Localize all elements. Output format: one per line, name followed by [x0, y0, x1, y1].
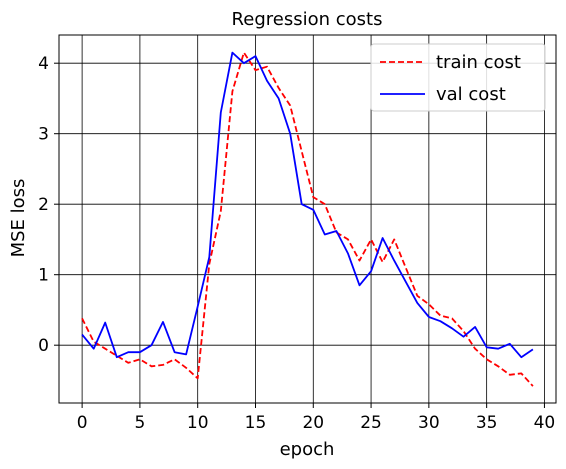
x-tick-label: 15	[245, 413, 267, 433]
x-tick-label: 10	[187, 413, 209, 433]
x-tick-label: 5	[134, 413, 145, 433]
y-tick-label: 1	[38, 266, 49, 286]
x-tick-label: 25	[360, 413, 382, 433]
val-cost-line	[81, 51, 534, 359]
legend: train cost val cost	[370, 43, 546, 112]
x-tick-label: 30	[418, 413, 440, 433]
y-tick-label: 3	[38, 125, 49, 145]
x-tick-label: 20	[302, 413, 324, 433]
axis-ticks: 0 5 10 15 20 25 30 35 40 0 1 2 3 4	[38, 54, 555, 433]
x-tick-label: 35	[476, 413, 498, 433]
y-axis-label: MSE loss	[8, 179, 29, 258]
y-tick-label: 2	[38, 195, 49, 215]
train-cost-line	[81, 51, 534, 387]
plot-frame	[58, 34, 557, 404]
x-tick-label: 40	[534, 413, 556, 433]
y-tick-label: 4	[38, 54, 49, 74]
x-axis-label: epoch	[280, 439, 335, 460]
legend-label: val cost	[436, 84, 506, 105]
x-tick-label: 0	[77, 413, 88, 433]
chart-title: Regression costs	[232, 9, 383, 30]
y-tick-label: 0	[38, 336, 49, 356]
legend-label: train cost	[436, 52, 521, 73]
series-group	[81, 51, 534, 387]
